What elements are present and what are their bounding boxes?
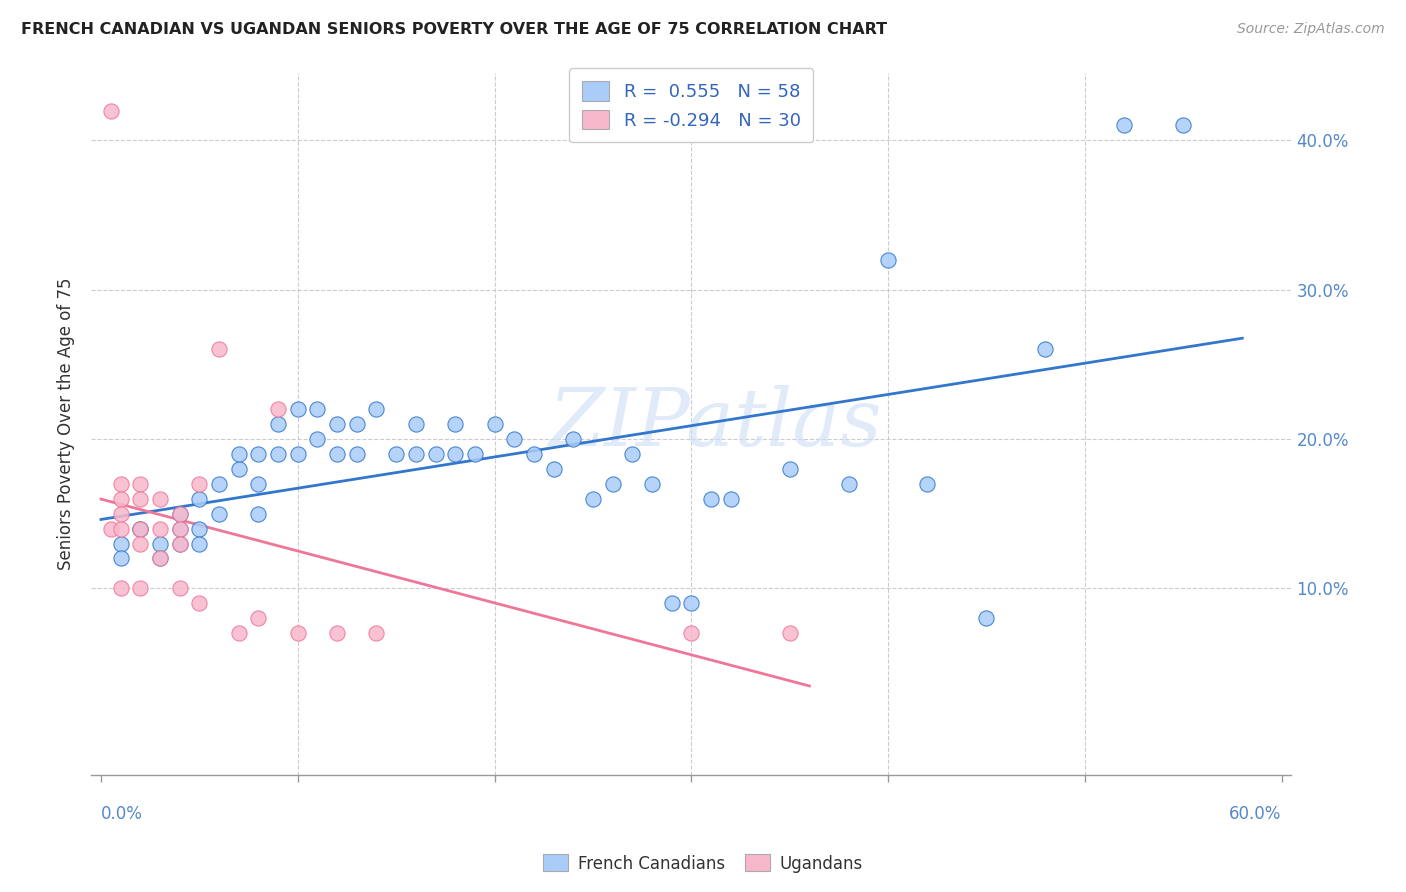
Point [267,417,290,431]
Point [681,626,703,640]
Point [503,432,526,446]
Point [188,491,211,506]
Text: ZIPatlas: ZIPatlas [548,385,882,463]
Point [917,476,939,491]
Point [169,536,191,550]
Point [110,476,132,491]
Point [169,522,191,536]
Point [1173,119,1195,133]
Point [307,402,329,417]
Point [149,551,172,566]
Point [129,476,152,491]
Point [169,582,191,596]
Point [208,507,231,521]
Point [779,626,801,640]
Point [287,402,309,417]
Point [169,522,191,536]
Point [169,536,191,550]
Point [877,252,900,267]
Text: Source: ZipAtlas.com: Source: ZipAtlas.com [1237,22,1385,37]
Point [1114,119,1136,133]
Point [346,417,368,431]
Point [188,476,211,491]
Point [346,447,368,461]
Point [326,447,349,461]
Point [129,491,152,506]
Y-axis label: Seniors Poverty Over the Age of 75: Seniors Poverty Over the Age of 75 [58,277,75,570]
Point [129,522,152,536]
Point [562,432,585,446]
Point [129,522,152,536]
Point [425,447,447,461]
Point [1035,343,1057,357]
Point [267,402,290,417]
Point [129,522,152,536]
Point [100,103,122,118]
Point [247,447,270,461]
Point [169,507,191,521]
Legend: R =  0.555   N = 58, R = -0.294   N = 30: R = 0.555 N = 58, R = -0.294 N = 30 [569,68,813,143]
Point [307,432,329,446]
Point [976,611,998,625]
Point [100,522,122,536]
Point [228,462,250,476]
Point [444,417,467,431]
Point [484,417,506,431]
Text: 0.0%: 0.0% [101,805,143,823]
Text: FRENCH CANADIAN VS UGANDAN SENIORS POVERTY OVER THE AGE OF 75 CORRELATION CHART: FRENCH CANADIAN VS UGANDAN SENIORS POVER… [21,22,887,37]
Point [129,536,152,550]
Point [188,596,211,610]
Point [543,462,565,476]
Point [621,447,644,461]
Point [720,491,742,506]
Point [287,626,309,640]
Point [149,491,172,506]
Point [326,626,349,640]
Legend: French Canadians, Ugandans: French Canadians, Ugandans [536,847,870,880]
Point [267,447,290,461]
Point [681,596,703,610]
Point [208,476,231,491]
Point [582,491,605,506]
Point [149,551,172,566]
Point [385,447,408,461]
Point [405,447,427,461]
Point [523,447,546,461]
Point [129,582,152,596]
Point [838,476,860,491]
Point [779,462,801,476]
Text: 60.0%: 60.0% [1229,805,1282,823]
Point [247,476,270,491]
Point [188,522,211,536]
Point [287,447,309,461]
Point [110,582,132,596]
Point [188,536,211,550]
Point [110,522,132,536]
Point [366,402,388,417]
Point [149,536,172,550]
Point [169,507,191,521]
Point [405,417,427,431]
Point [110,491,132,506]
Point [444,447,467,461]
Point [208,343,231,357]
Point [602,476,624,491]
Point [326,417,349,431]
Point [700,491,723,506]
Point [149,522,172,536]
Point [247,611,270,625]
Point [228,447,250,461]
Point [366,626,388,640]
Point [228,626,250,640]
Point [110,536,132,550]
Point [464,447,486,461]
Point [110,507,132,521]
Point [110,551,132,566]
Point [247,507,270,521]
Point [641,476,664,491]
Point [661,596,683,610]
